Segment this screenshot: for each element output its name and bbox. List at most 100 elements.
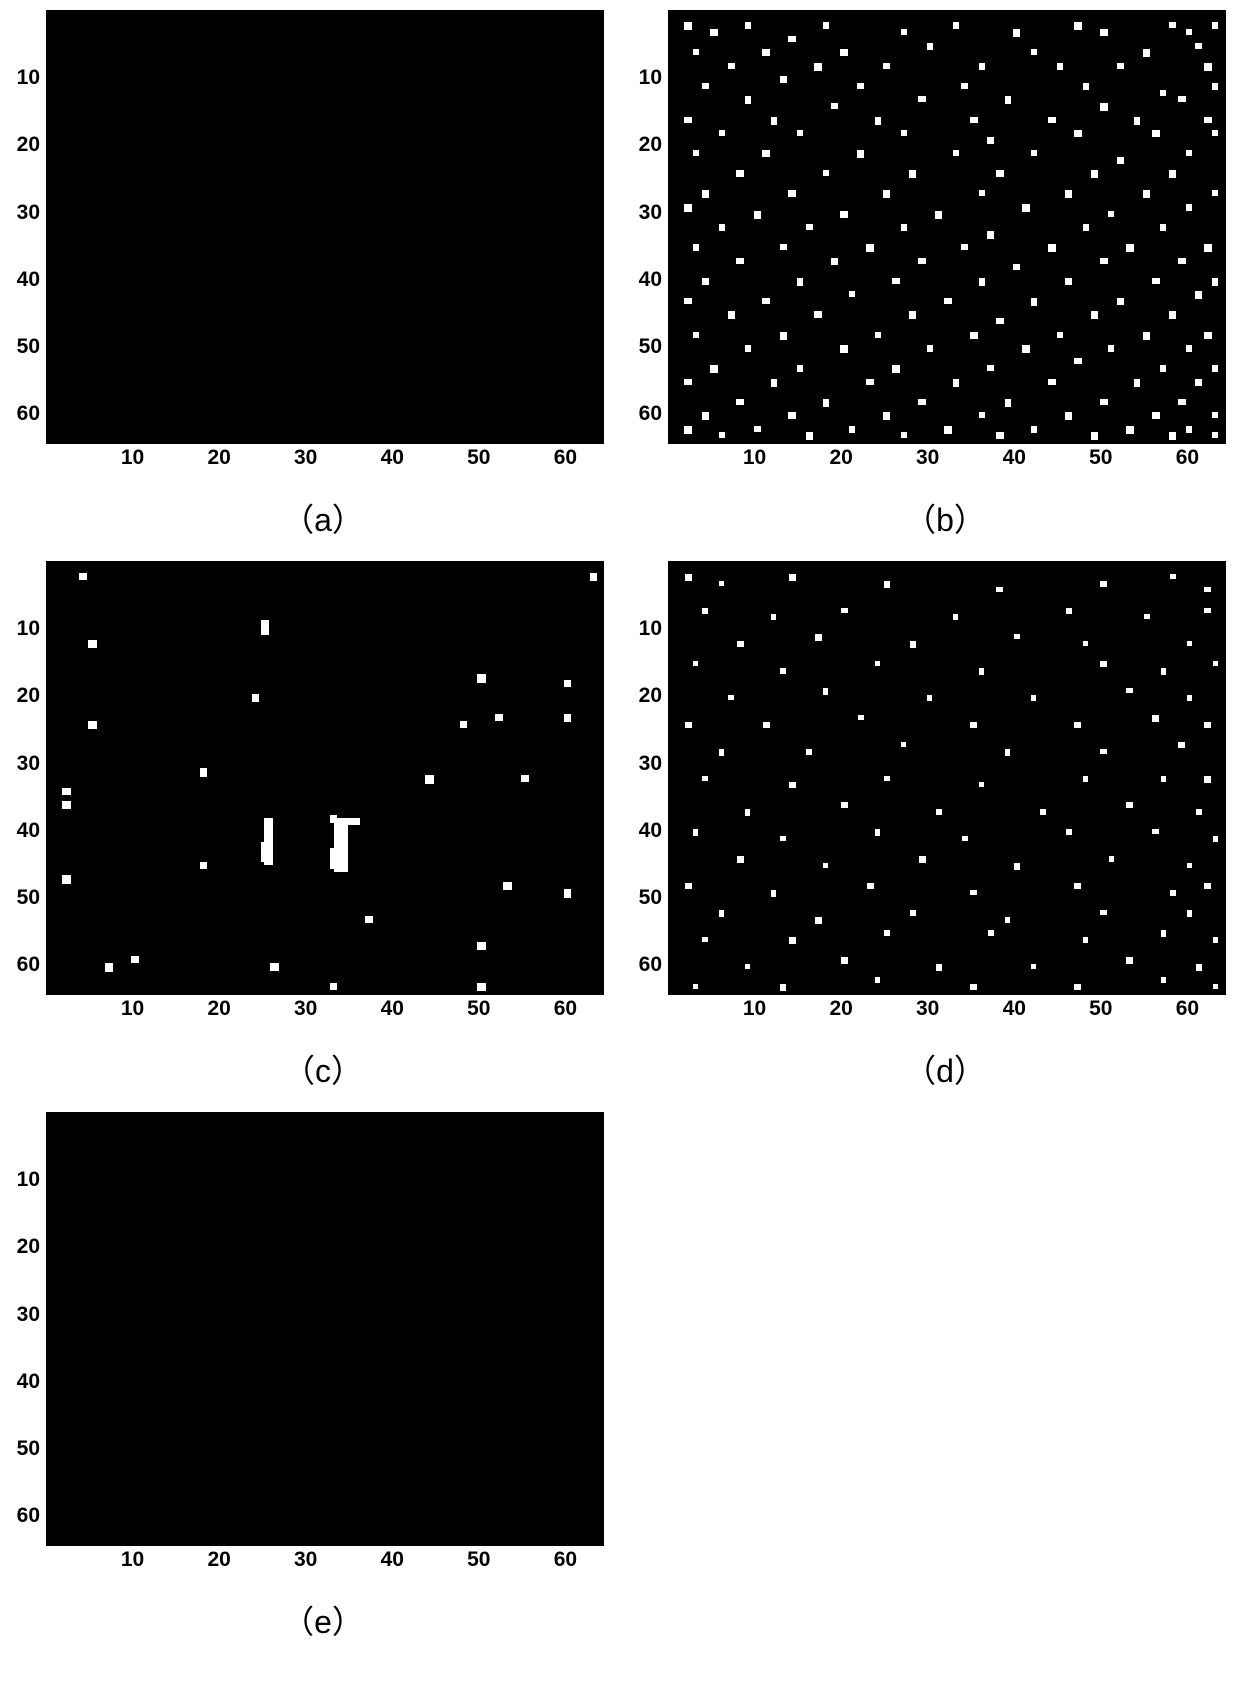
data-point [814, 311, 822, 318]
data-point [918, 399, 926, 405]
data-point [1161, 776, 1166, 782]
data-point [884, 930, 890, 936]
x-tick-label: 30 [292, 1548, 320, 1572]
data-point [935, 211, 942, 219]
data-point [875, 661, 880, 666]
data-point [970, 722, 977, 728]
data-point [745, 96, 751, 104]
data-point [953, 379, 959, 387]
data-point [1186, 426, 1192, 433]
data-point [1109, 856, 1114, 862]
x-tick-label: 10 [119, 446, 147, 470]
data-point [806, 224, 813, 230]
data-point [1178, 258, 1186, 264]
data-point [1117, 298, 1124, 305]
data-point [590, 573, 597, 581]
data-point [477, 983, 486, 991]
data-point [987, 365, 994, 371]
x-tick-label: 40 [1000, 997, 1028, 1021]
data-point [1065, 190, 1072, 198]
data-point [745, 964, 750, 969]
data-point [1040, 809, 1046, 815]
data-point [970, 332, 978, 339]
data-bar [334, 818, 360, 825]
data-point [1005, 96, 1011, 104]
data-point [1126, 957, 1133, 964]
data-point [1100, 258, 1108, 264]
data-point [1212, 278, 1218, 286]
data-point [831, 258, 838, 265]
data-point [1074, 22, 1082, 30]
data-point [901, 224, 907, 231]
data-point [1170, 890, 1176, 896]
data-point [1091, 311, 1098, 319]
data-point [728, 695, 734, 700]
data-point [1126, 688, 1133, 693]
data-point [1186, 150, 1192, 156]
data-point [1152, 130, 1160, 137]
data-point [1169, 170, 1176, 178]
data-point [754, 211, 761, 219]
y-tick-label: 60 [630, 402, 662, 426]
data-point [866, 379, 874, 385]
y-tick-label: 40 [630, 268, 662, 292]
data-point [270, 963, 279, 971]
data-point [1074, 130, 1082, 137]
data-point [1013, 29, 1020, 37]
x-tick-label: 20 [827, 997, 855, 1021]
data-point [1152, 829, 1159, 834]
data-point [736, 258, 744, 264]
data-point [909, 311, 916, 319]
x-tick-label: 30 [914, 446, 942, 470]
y-tick-label: 50 [630, 886, 662, 910]
panel-c-caption: （c） [46, 1046, 600, 1092]
data-point [745, 22, 751, 29]
data-point [88, 721, 97, 729]
y-tick-label: 30 [8, 201, 40, 225]
data-point [901, 29, 907, 35]
data-point [1186, 345, 1192, 352]
x-tick-label: 60 [551, 1548, 579, 1572]
data-point [702, 608, 708, 614]
data-point [1212, 412, 1218, 418]
data-point [883, 412, 890, 420]
data-point [927, 345, 933, 352]
data-point [780, 76, 787, 83]
panel-b-plot [668, 10, 1226, 444]
data-point [875, 332, 881, 338]
y-tick-label: 40 [8, 819, 40, 843]
data-point [789, 782, 796, 788]
data-point [788, 190, 796, 197]
data-point [953, 150, 959, 156]
y-tick-label: 20 [630, 684, 662, 708]
data-point [495, 714, 503, 721]
data-point [823, 863, 828, 868]
data-point [814, 63, 822, 71]
data-point [883, 63, 890, 69]
data-point [693, 661, 698, 666]
data-point [702, 937, 708, 942]
data-point [857, 83, 864, 89]
x-tick-label: 50 [1087, 446, 1115, 470]
data-point [763, 722, 770, 728]
data-point [702, 190, 709, 198]
data-point [996, 587, 1003, 592]
data-point [961, 83, 968, 89]
data-point [961, 244, 968, 250]
x-tick-label: 30 [292, 997, 320, 1021]
data-point [1186, 29, 1192, 35]
data-point [1204, 608, 1211, 613]
data-point [719, 432, 725, 438]
data-point [1196, 964, 1202, 971]
data-point [840, 49, 848, 56]
data-point [789, 937, 796, 944]
data-point [131, 956, 139, 963]
data-point [979, 668, 984, 675]
data-point [780, 668, 786, 674]
data-point [1187, 695, 1192, 701]
data-point [1031, 695, 1036, 701]
x-tick-label: 40 [1000, 446, 1028, 470]
data-point [1100, 103, 1108, 111]
data-point [1169, 22, 1176, 28]
data-point [1160, 365, 1166, 372]
